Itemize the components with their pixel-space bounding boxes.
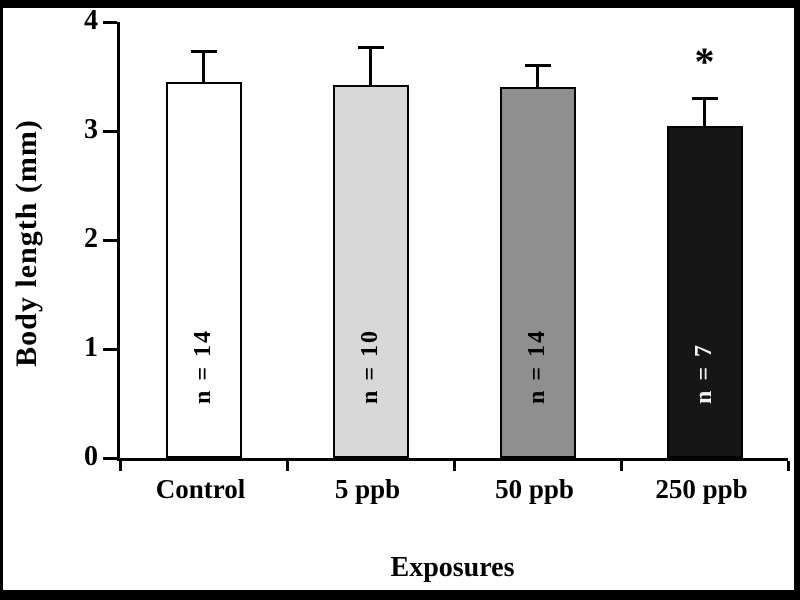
error-bar-cap	[691, 96, 718, 100]
y-tick	[103, 347, 117, 351]
error-bar-cap	[190, 49, 217, 53]
bar-n-label: n = 10	[357, 328, 383, 404]
y-axis-title: Body length (mm)	[10, 119, 44, 367]
significance-asterisk: *	[694, 39, 715, 85]
bar-n-label-wrap: n = 10	[335, 329, 407, 404]
y-tick	[103, 20, 117, 24]
x-tick	[452, 461, 456, 471]
x-tick	[285, 461, 289, 471]
bar-n-label: n = 14	[190, 328, 216, 404]
error-bar-stem	[202, 51, 205, 82]
bar-5-ppb: n = 10	[332, 85, 409, 458]
bar-n-label: n = 14	[524, 328, 550, 404]
y-tick-label: 2	[84, 223, 98, 254]
x-axis-title: Exposures	[390, 552, 515, 583]
error-bar-stem	[703, 98, 706, 126]
x-tick	[118, 461, 122, 471]
bar-n-label-wrap: n = 7	[669, 343, 741, 404]
y-tick-label: 0	[84, 441, 98, 472]
category-label: Control	[155, 474, 246, 504]
bar-250-ppb: n = 7	[666, 125, 743, 458]
error-bar-stem	[536, 65, 539, 88]
plot-area: 0 1 2 3 4 n = 14 n = 10 n = 14 n = 7 *	[84, 8, 790, 471]
category-axis-labels: Control 5 ppb 50 ppb 250 ppb	[117, 474, 788, 514]
y-tick-label: 3	[84, 114, 98, 145]
bar-control: n = 14	[165, 81, 242, 458]
error-bar-stem	[369, 47, 372, 86]
y-axis-title-wrap: Body length (mm)	[5, 18, 49, 468]
bar-n-label-wrap: n = 14	[168, 329, 240, 404]
bar-n-label-wrap: n = 14	[502, 329, 574, 404]
x-tick	[619, 461, 623, 471]
bar-n-label: n = 7	[691, 342, 717, 404]
category-label: 5 ppb	[334, 474, 401, 504]
y-tick	[103, 129, 117, 133]
y-tick-label: 1	[84, 332, 98, 363]
error-bar-cap	[524, 64, 551, 68]
x-tick	[786, 461, 790, 471]
y-tick	[103, 238, 117, 242]
bar-50-ppb: n = 14	[499, 87, 576, 458]
y-tick	[103, 456, 117, 460]
category-label: 50 ppb	[495, 474, 574, 504]
error-bar-cap	[357, 45, 384, 49]
category-label: 250 ppb	[655, 474, 748, 504]
y-tick-label: 4	[84, 5, 98, 36]
